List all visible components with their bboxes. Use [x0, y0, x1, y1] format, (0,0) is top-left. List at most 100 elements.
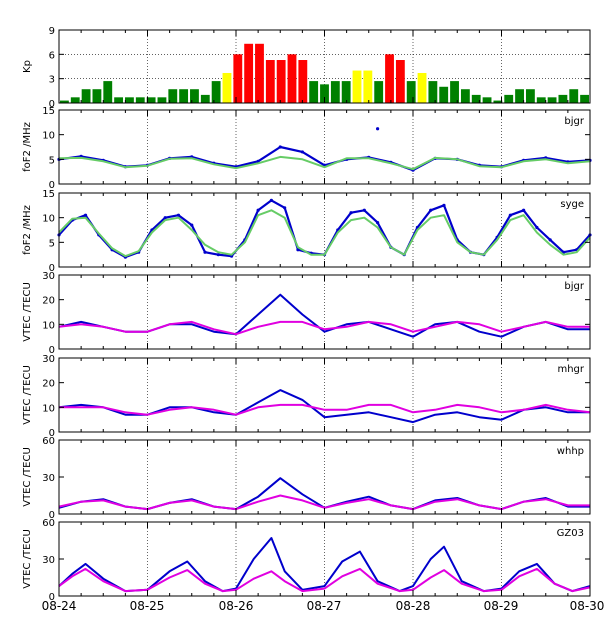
kp-bar [309, 81, 319, 103]
series-point [203, 250, 207, 254]
series-point [256, 208, 260, 212]
kp-bar [504, 94, 514, 103]
y-tick-label: 20 [42, 379, 55, 390]
kp-bar [92, 89, 102, 103]
y-axis-label: VTEC /TECU [22, 447, 33, 507]
kp-bar [135, 97, 145, 103]
kp-bar [168, 89, 178, 103]
kp-bar [450, 81, 459, 103]
y-tick-label: 30 [42, 271, 55, 282]
y-tick-label: 6 [49, 50, 55, 61]
y-tick-label: 10 [42, 403, 55, 414]
kp-bar [200, 94, 210, 103]
kp-bar [146, 97, 156, 103]
series-point [442, 203, 446, 207]
series-point [349, 211, 353, 215]
x-tick-label: 08-29 [484, 599, 519, 613]
station-label: bjgr [564, 116, 584, 127]
kp-bar [569, 89, 579, 103]
kp-bar [536, 97, 546, 103]
kp-bar [341, 81, 351, 103]
y-tick-label: 0 [49, 592, 55, 603]
series-point [508, 213, 512, 217]
station-label: mhgr [557, 364, 584, 375]
series-line [58, 320, 590, 336]
kp-bar [558, 94, 568, 103]
series-point [548, 238, 552, 242]
kp-bar [428, 81, 438, 103]
y-tick-label: 60 [42, 518, 55, 529]
kp-bar [330, 81, 340, 103]
panel-vtec-gz03: 0 30 60 VTEC /TECU GZ03 [22, 518, 591, 603]
series-point [429, 208, 433, 212]
kp-bar [211, 81, 221, 103]
kp-bar [363, 70, 373, 103]
panel-vtec-mhgr: 0 10 20 30 VTEC /TECU mhgr [22, 354, 591, 439]
kp-bar [525, 89, 535, 103]
y-axis-label: foF2 /MHz [22, 205, 33, 255]
y-tick-label: 0 [49, 99, 55, 110]
y-tick-label: 15 [42, 189, 55, 200]
kp-bar [255, 43, 264, 103]
panel-vtec-bjgr: 0 10 20 30 VTEC /TECU bjgr [22, 271, 591, 356]
kp-bar [352, 70, 362, 103]
series-point [535, 225, 539, 230]
y-axis-label: VTEC /TECU [22, 529, 33, 589]
kp-bar [233, 54, 243, 103]
station-label: bjgr [564, 281, 584, 292]
panels-group: 0 3 6 9 Kp 0 5 10 15 foF2 /MHz bjgr 0 5 10 15 foF2 /MHz… [22, 26, 592, 603]
y-tick-label: 0 [49, 345, 55, 356]
kp-bar [580, 94, 589, 103]
kp-bar [287, 54, 297, 103]
y-tick-label: 3 [49, 75, 55, 86]
y-tick-label: 15 [42, 106, 55, 117]
kp-bar [547, 97, 557, 103]
kp-bar [515, 89, 524, 103]
y-tick-label: 10 [42, 214, 55, 225]
kp-bar [385, 54, 394, 103]
shared-x-axis: 08-24 08-25 08-26 08-27 08-28 08-29 08-3… [42, 599, 605, 613]
station-label: syge [560, 199, 584, 210]
kp-bar [439, 86, 449, 103]
x-tick-label: 08-28 [396, 599, 431, 613]
series-point [83, 213, 88, 217]
kp-bar [374, 81, 384, 103]
kp-bar [222, 72, 232, 103]
series-point [190, 223, 194, 227]
kp-bar [460, 89, 470, 103]
y-tick-label: 10 [42, 320, 55, 331]
kp-bar [493, 100, 503, 103]
y-tick-label: 30 [42, 354, 55, 365]
station-label: GZ03 [557, 528, 584, 539]
y-tick-label: 9 [49, 26, 55, 37]
kp-bar [125, 97, 134, 103]
series-line [59, 403, 591, 416]
y-axis-label: foF2 /MHz [22, 122, 33, 172]
series-point [376, 221, 380, 225]
y-tick-label: 30 [42, 555, 55, 566]
y-tick-label: 30 [42, 473, 55, 484]
kp-bar [482, 97, 492, 103]
kp-bar [244, 43, 254, 103]
kp-bar [179, 89, 189, 103]
station-label: whhp [557, 446, 584, 457]
kp-bar [276, 60, 286, 103]
x-tick-label: 08-25 [130, 599, 165, 613]
panel-fof2-bjgr: 0 5 10 15 foF2 /MHz bjgr [22, 106, 592, 191]
y-tick-label: 0 [49, 180, 55, 191]
y-tick-label: 5 [49, 238, 55, 249]
panel-kp: 0 3 6 9 Kp [22, 26, 591, 110]
y-axis-label: VTEC /TECU [22, 365, 33, 425]
kp-bar [114, 97, 124, 103]
kp-bar [320, 84, 329, 103]
kp-bar [298, 60, 308, 103]
series-point [278, 145, 282, 149]
kp-bar [70, 97, 80, 103]
series-point [176, 213, 181, 217]
series-point [283, 206, 287, 210]
kp-bar [417, 72, 427, 103]
kp-bar [406, 81, 416, 103]
y-axis-label: Kp [22, 60, 33, 73]
series-point [522, 208, 526, 212]
y-tick-label: 60 [42, 436, 55, 447]
